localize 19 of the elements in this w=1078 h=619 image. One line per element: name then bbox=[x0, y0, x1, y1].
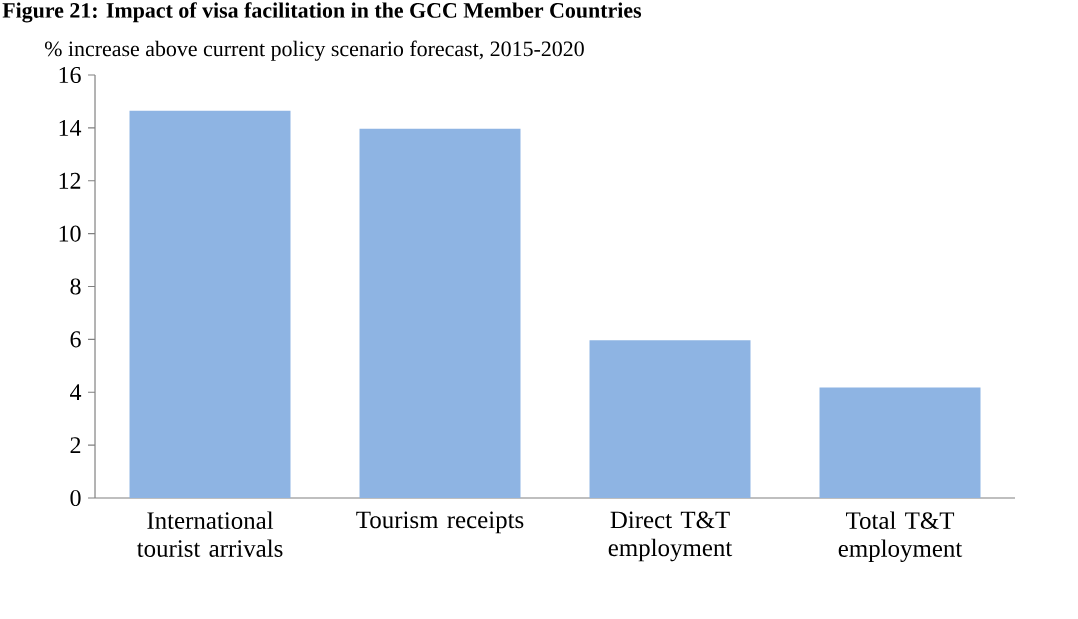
x-tick-label: Tourism receipts bbox=[356, 511, 524, 534]
x-tick-label: Total T&T employment bbox=[838, 511, 963, 563]
y-tick-label: 0 bbox=[70, 489, 81, 507]
x-tick-label: Direct T&T employment bbox=[608, 511, 733, 562]
y-tick-label: 16 bbox=[59, 66, 81, 84]
y-tick-label: 2 bbox=[70, 437, 81, 454]
bar bbox=[359, 128, 521, 498]
y-tick-label: 12 bbox=[59, 172, 81, 189]
bar bbox=[589, 340, 751, 498]
y-axis-title: % increase above current policy scenario forecast, 2015-2020 bbox=[44, 40, 584, 61]
bar bbox=[129, 110, 291, 498]
y-tick-label: 10 bbox=[59, 225, 81, 242]
y-tick-label: 14 bbox=[59, 119, 82, 136]
bar bbox=[819, 387, 981, 498]
chart-title: Figure 21: Impact of visa facilitation in the GCC Member Countries bbox=[2, 2, 642, 23]
y-tick-label: 8 bbox=[70, 278, 81, 295]
y-tick-label: 4 bbox=[70, 384, 82, 401]
x-tick-label: International tourist arrivals bbox=[136, 511, 283, 557]
y-tick-label: 6 bbox=[70, 331, 81, 348]
